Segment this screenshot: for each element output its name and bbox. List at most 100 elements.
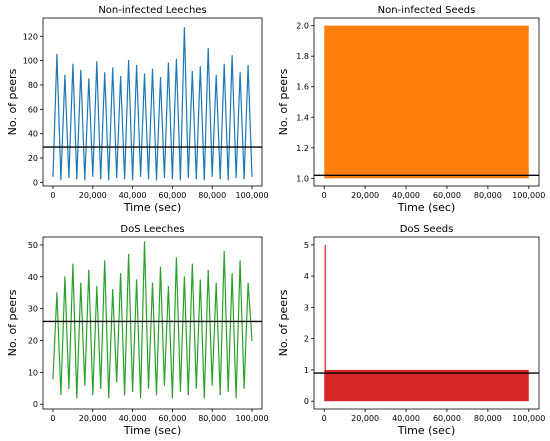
x-tick-label: 80,000 xyxy=(198,191,226,200)
data-point xyxy=(227,179,229,181)
y-tick-label: 60 xyxy=(28,105,38,114)
data-point xyxy=(151,68,154,70)
data-point xyxy=(60,394,62,396)
data-point xyxy=(96,285,98,287)
data-point xyxy=(116,176,118,179)
x-tick-label: 80,000 xyxy=(474,191,502,200)
x-tick-label: 100,000 xyxy=(235,414,268,423)
y-tick-label: 1.4 xyxy=(296,113,309,122)
series-line xyxy=(52,27,253,180)
x-tick-label: 0 xyxy=(50,414,55,423)
data-point xyxy=(219,394,221,396)
y-tick-label: 1.2 xyxy=(296,144,309,153)
data-point xyxy=(235,176,237,179)
data-point xyxy=(251,175,253,177)
x-tick-label: 20,000 xyxy=(79,191,107,200)
data-point xyxy=(92,394,94,396)
data-point xyxy=(135,64,138,67)
data-point xyxy=(124,394,126,396)
data-point xyxy=(139,175,142,177)
chart-1: 0 20,000 40,000 60,000 80,000 100,000 0 20 40 60 8… xyxy=(6,5,269,214)
y-tick-label: 120 xyxy=(23,32,38,41)
data-point xyxy=(163,176,166,179)
x-tick-label: 20,000 xyxy=(79,414,107,423)
plot-area xyxy=(43,27,262,181)
data-point xyxy=(68,387,70,389)
data-point xyxy=(243,387,245,389)
data-point xyxy=(203,397,205,399)
data-point xyxy=(100,178,102,180)
y-tick-label: 2.0 xyxy=(296,22,309,31)
chart-2: 0 20,000 40,000 60,000 80,000 100,000 1.0 1.2 1.… xyxy=(277,5,545,214)
data-point xyxy=(104,72,106,74)
chart-3: 0 20,000 40,000 60,000 80,000 100,000 0 10 20 30 4… xyxy=(6,224,269,437)
data-point xyxy=(191,70,193,73)
data-point xyxy=(183,276,185,278)
data-point xyxy=(88,78,90,80)
x-tick-label: 60,000 xyxy=(158,414,186,423)
filled-region xyxy=(324,25,529,179)
data-point xyxy=(167,62,170,64)
x-axis-label: Time (sec) xyxy=(123,201,182,214)
chart-title: DoS Seeds xyxy=(400,224,454,235)
data-point xyxy=(124,178,126,180)
data-point xyxy=(56,292,58,294)
data-point xyxy=(84,384,86,386)
data-point xyxy=(143,241,146,243)
plot-area xyxy=(43,241,262,399)
data-point xyxy=(80,282,82,284)
x-tick-label: 60,000 xyxy=(158,191,186,200)
data-point xyxy=(223,250,225,252)
x-tick-label: 0 xyxy=(322,191,327,200)
x-tick-label: 80,000 xyxy=(474,414,502,423)
data-point xyxy=(199,66,201,68)
data-point xyxy=(72,263,74,265)
data-point xyxy=(143,73,146,75)
data-point xyxy=(215,74,217,76)
data-point xyxy=(52,175,54,177)
data-point xyxy=(223,63,225,65)
data-point xyxy=(219,178,221,180)
y-tick-label: 30 xyxy=(28,305,38,314)
axes-frame xyxy=(313,236,540,410)
data-point xyxy=(247,282,249,284)
axes-frame xyxy=(313,17,540,187)
data-point xyxy=(215,282,217,284)
plot-area xyxy=(314,25,539,179)
x-axis-label: Time (sec) xyxy=(397,424,456,437)
y-axis-label: No. of peers xyxy=(6,289,19,356)
data-point xyxy=(211,175,213,177)
data-point xyxy=(56,53,58,56)
data-point xyxy=(239,72,241,74)
y-tick-label: 1.0 xyxy=(296,174,309,183)
y-tick-label: 80 xyxy=(28,81,38,90)
data-point xyxy=(128,253,130,256)
data-point xyxy=(207,269,209,272)
data-point xyxy=(235,397,237,399)
data-point xyxy=(211,384,213,386)
data-point xyxy=(171,178,174,180)
data-point xyxy=(76,178,78,180)
data-point xyxy=(183,27,185,29)
data-point xyxy=(159,266,162,268)
y-tick-label: 20 xyxy=(28,154,38,163)
data-point xyxy=(171,397,174,399)
data-point xyxy=(239,260,241,262)
y-axis-label: No. of peers xyxy=(277,68,290,135)
data-point xyxy=(207,47,209,50)
data-point xyxy=(131,179,134,181)
x-tick-label: 60,000 xyxy=(433,191,461,200)
x-tick-label: 20,000 xyxy=(351,191,379,200)
y-tick-label: 2 xyxy=(304,335,309,344)
data-point xyxy=(68,176,70,179)
data-point xyxy=(131,390,134,393)
y-tick-label: 40 xyxy=(28,273,38,282)
filled-region xyxy=(324,369,529,402)
y-tick-label: 40 xyxy=(28,130,38,139)
data-point xyxy=(151,282,154,284)
data-point xyxy=(80,69,82,71)
data-point xyxy=(112,288,114,291)
y-tick-label: 50 xyxy=(28,241,38,250)
axes-frame xyxy=(42,17,263,187)
chart-title: Non-infected Leeches xyxy=(98,5,206,16)
